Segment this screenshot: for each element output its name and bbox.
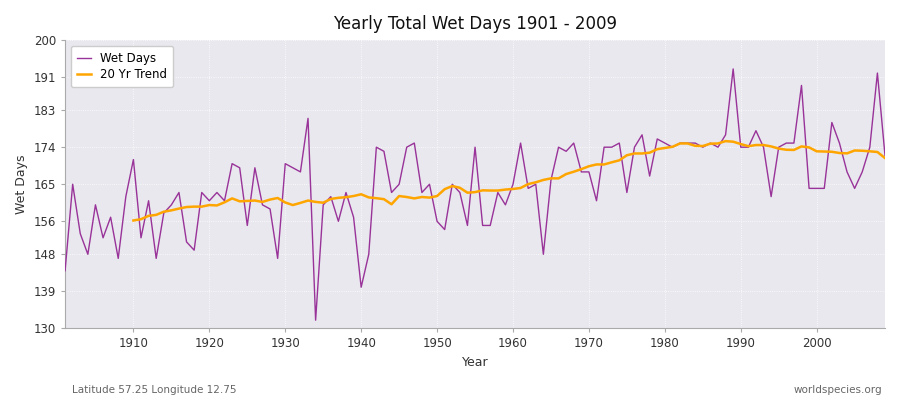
- Wet Days: [607, 145, 617, 150]
- Wet Days: [879, 153, 890, 158]
- 20 Yr Trend: [273, 196, 284, 200]
- X-axis label: Year: Year: [462, 356, 489, 369]
- 20 Yr Trend: [879, 156, 890, 160]
- Wet Days: [728, 66, 739, 71]
- Legend: Wet Days, 20 Yr Trend: Wet Days, 20 Yr Trend: [71, 46, 174, 87]
- 20 Yr Trend: [128, 218, 139, 223]
- 20 Yr Trend: [515, 186, 526, 190]
- 20 Yr Trend: [826, 149, 837, 154]
- 20 Yr Trend: [576, 167, 587, 172]
- 20 Yr Trend: [720, 139, 731, 144]
- Text: worldspecies.org: worldspecies.org: [794, 385, 882, 395]
- Wet Days: [121, 194, 131, 199]
- Wet Days: [508, 182, 518, 187]
- 20 Yr Trend: [302, 198, 313, 203]
- Text: Latitude 57.25 Longitude 12.75: Latitude 57.25 Longitude 12.75: [72, 385, 237, 395]
- 20 Yr Trend: [850, 148, 860, 153]
- Line: 20 Yr Trend: 20 Yr Trend: [133, 141, 885, 220]
- Wet Days: [287, 165, 298, 170]
- Wet Days: [310, 318, 321, 322]
- Wet Days: [59, 268, 70, 273]
- Wet Days: [515, 141, 526, 146]
- Y-axis label: Wet Days: Wet Days: [15, 154, 28, 214]
- Title: Yearly Total Wet Days 1901 - 2009: Yearly Total Wet Days 1901 - 2009: [333, 15, 617, 33]
- Line: Wet Days: Wet Days: [65, 69, 885, 320]
- Wet Days: [340, 190, 351, 195]
